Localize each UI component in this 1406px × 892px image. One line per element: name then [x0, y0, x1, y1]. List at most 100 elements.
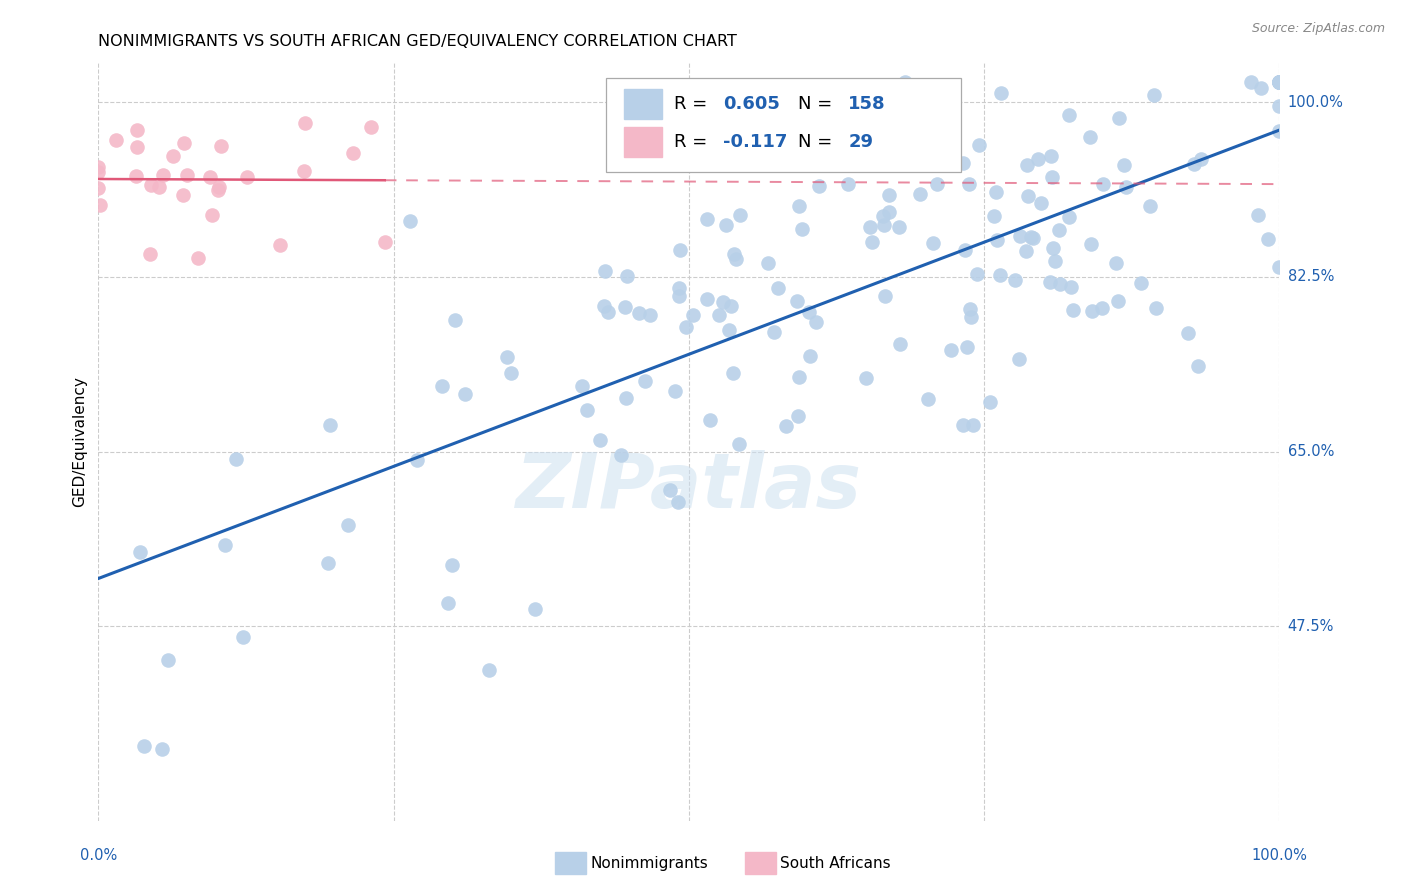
Point	[682, 308, 704, 322]
Point	[207, 183, 229, 197]
Point	[319, 417, 342, 432]
Point	[859, 220, 882, 235]
Point	[806, 315, 828, 329]
Point	[201, 208, 224, 222]
Point	[610, 448, 633, 462]
Point	[198, 170, 221, 185]
Point	[157, 653, 180, 667]
Point	[1177, 326, 1199, 340]
Point	[236, 169, 259, 184]
Point	[728, 141, 751, 155]
Point	[478, 663, 501, 677]
Point	[1250, 81, 1272, 95]
Text: R =: R =	[673, 133, 713, 151]
Point	[1107, 293, 1129, 308]
Point	[873, 218, 896, 232]
Point	[125, 169, 148, 183]
Point	[1042, 241, 1064, 255]
Point	[316, 556, 339, 570]
Point	[728, 437, 751, 451]
Text: 100.0%: 100.0%	[1288, 95, 1344, 110]
Point	[1049, 277, 1071, 291]
Text: 82.5%: 82.5%	[1288, 269, 1334, 285]
Point	[675, 319, 697, 334]
Point	[724, 252, 747, 266]
Point	[132, 739, 155, 753]
Point	[187, 251, 209, 265]
Point	[990, 87, 1012, 101]
Text: Source: ZipAtlas.com: Source: ZipAtlas.com	[1251, 22, 1385, 36]
Point	[430, 379, 453, 393]
Point	[1060, 280, 1083, 294]
Point	[984, 185, 1007, 199]
Text: -0.117: -0.117	[723, 133, 787, 151]
Point	[638, 308, 661, 322]
Point	[1057, 108, 1080, 122]
Point	[908, 187, 931, 202]
Point	[922, 235, 945, 250]
Point	[714, 218, 737, 232]
Point	[342, 146, 364, 161]
Point	[633, 375, 655, 389]
Point	[1038, 276, 1060, 290]
Point	[127, 123, 149, 137]
Point	[575, 403, 598, 417]
Point	[960, 310, 983, 324]
Point	[614, 300, 637, 314]
Text: Nonimmigrants: Nonimmigrants	[591, 856, 709, 871]
Point	[406, 453, 429, 467]
Point	[1268, 75, 1291, 89]
Point	[666, 495, 689, 509]
Point	[1182, 157, 1205, 171]
Point	[696, 293, 718, 307]
Point	[914, 100, 936, 114]
Point	[877, 187, 900, 202]
Point	[1268, 99, 1291, 113]
Point	[723, 247, 745, 261]
FancyBboxPatch shape	[624, 127, 662, 157]
Point	[664, 384, 686, 398]
Point	[966, 267, 988, 281]
FancyBboxPatch shape	[606, 78, 960, 172]
Point	[1007, 351, 1029, 366]
Point	[593, 264, 616, 278]
Point	[939, 343, 962, 358]
Point	[1010, 229, 1032, 244]
Text: N =: N =	[797, 95, 838, 113]
Point	[1078, 130, 1101, 145]
Point	[952, 417, 974, 432]
Point	[214, 538, 236, 552]
Text: N =: N =	[797, 133, 838, 151]
Point	[127, 140, 149, 154]
Point	[172, 187, 194, 202]
Point	[1268, 75, 1291, 89]
Point	[360, 120, 382, 134]
Point	[1029, 196, 1052, 211]
FancyBboxPatch shape	[624, 89, 662, 120]
Point	[1115, 180, 1137, 194]
Point	[988, 268, 1011, 282]
Point	[87, 181, 110, 195]
Point	[1268, 260, 1291, 274]
Point	[437, 596, 460, 610]
Point	[927, 177, 949, 191]
Point	[799, 349, 821, 363]
Point	[658, 483, 681, 497]
Point	[799, 305, 821, 319]
Text: R =: R =	[673, 95, 713, 113]
Point	[1130, 276, 1153, 290]
Text: 47.5%: 47.5%	[1288, 618, 1334, 633]
Point	[589, 433, 612, 447]
Point	[962, 417, 984, 432]
Point	[1062, 303, 1084, 318]
Point	[1240, 75, 1263, 89]
Point	[1268, 124, 1291, 138]
Point	[596, 305, 619, 319]
Point	[1080, 237, 1102, 252]
Point	[787, 370, 810, 384]
Point	[756, 256, 779, 270]
Point	[1021, 230, 1043, 244]
Point	[762, 325, 785, 339]
Text: 29: 29	[848, 133, 873, 151]
Point	[967, 138, 990, 153]
